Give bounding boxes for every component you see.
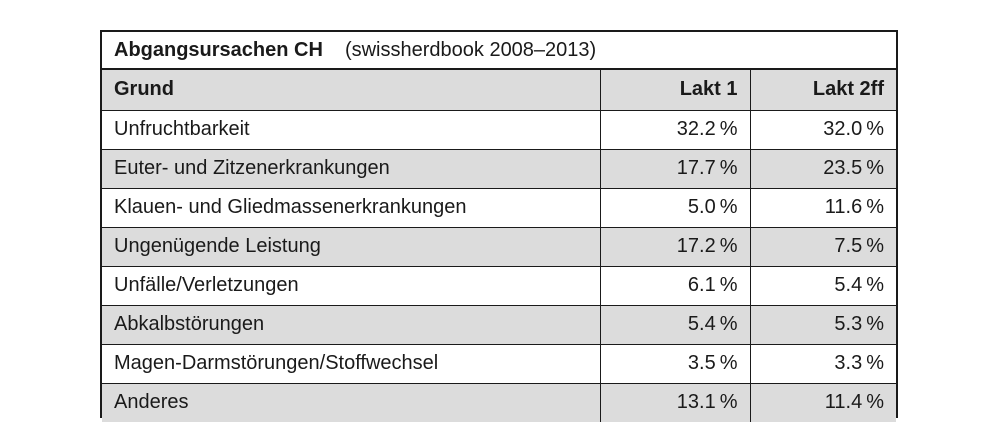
cell-grund: Abkalbstörungen	[102, 305, 600, 345]
table-title: Abgangsursachen CH	[114, 38, 323, 61]
table-row: Unfruchtbarkeit 32.2 % 32.0 %	[102, 110, 896, 150]
cell-lakt2ff: 5.3 %	[749, 305, 896, 345]
cell-lakt1: 6.1 %	[599, 266, 750, 306]
table-row: Abkalbstörungen 5.4 % 5.3 %	[102, 305, 896, 345]
data-table: Grund Lakt 1 Lakt 2ff Unfruchtbarkeit 32…	[102, 70, 896, 422]
table-row: Magen-Darmstörungen/Stoffwechsel 3.5 % 3…	[102, 344, 896, 384]
cell-lakt2ff: 23.5 %	[749, 149, 896, 189]
cell-lakt1: 5.0 %	[599, 188, 750, 228]
table-row: Klauen- und Gliedmassenerkrankungen 5.0 …	[102, 188, 896, 228]
table-row: Ungenügende Leistung 17.2 % 7.5 %	[102, 227, 896, 267]
cell-lakt1: 5.4 %	[599, 305, 750, 345]
cell-lakt2ff: 5.4 %	[749, 266, 896, 306]
cell-grund: Unfälle/Verletzungen	[102, 266, 600, 306]
cell-lakt1: 32.2 %	[599, 110, 750, 150]
table-row: Unfälle/Verletzungen 6.1 % 5.4 %	[102, 266, 896, 306]
header-grund: Grund	[102, 70, 600, 111]
cell-grund: Anderes	[102, 383, 600, 422]
table-title-row: Abgangsursachen CH (swissherdbook 2008–2…	[102, 32, 896, 70]
cell-lakt1: 3.5 %	[599, 344, 750, 384]
cell-lakt2ff: 11.4 %	[749, 383, 896, 422]
cell-lakt1: 17.7 %	[599, 149, 750, 189]
cell-grund: Klauen- und Gliedmassenerkrankungen	[102, 188, 600, 228]
table-subtitle: (swissherdbook 2008–2013)	[344, 38, 597, 61]
cell-grund: Euter- und Zitzenerkrankungen	[102, 149, 600, 189]
table-row: Euter- und Zitzenerkrankungen 17.7 % 23.…	[102, 149, 896, 189]
cell-lakt2ff: 11.6 %	[749, 188, 896, 228]
cell-lakt2ff: 32.0 %	[749, 110, 896, 150]
header-row: Grund Lakt 1 Lakt 2ff	[102, 70, 896, 111]
cell-grund: Ungenügende Leistung	[102, 227, 600, 267]
cell-lakt1: 17.2 %	[599, 227, 750, 267]
header-lakt1: Lakt 1	[599, 70, 750, 111]
cell-lakt2ff: 3.3 %	[749, 344, 896, 384]
cell-grund: Unfruchtbarkeit	[102, 110, 600, 150]
cell-grund: Magen-Darmstörungen/Stoffwechsel	[102, 344, 600, 384]
cell-lakt1: 13.1 %	[599, 383, 750, 422]
table-row: Anderes 13.1 % 11.4 %	[102, 383, 896, 422]
header-lakt2ff: Lakt 2ff	[749, 70, 896, 111]
abgangsursachen-table: Abgangsursachen CH (swissherdbook 2008–2…	[100, 30, 898, 422]
cell-lakt2ff: 7.5 %	[749, 227, 896, 267]
